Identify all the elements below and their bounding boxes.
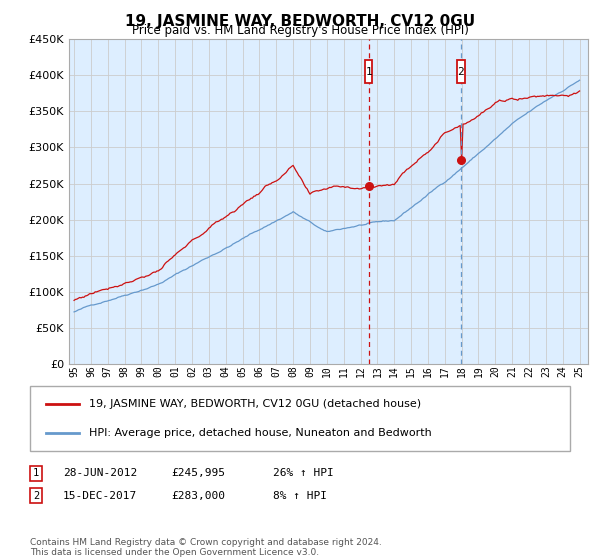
Text: 15-DEC-2017: 15-DEC-2017 (63, 491, 137, 501)
Text: Contains HM Land Registry data © Crown copyright and database right 2024.
This d: Contains HM Land Registry data © Crown c… (30, 538, 382, 557)
Text: 28-JUN-2012: 28-JUN-2012 (63, 468, 137, 478)
Text: 2: 2 (458, 67, 464, 77)
Text: 1: 1 (33, 468, 39, 478)
Text: 2: 2 (33, 491, 39, 501)
Text: £245,995: £245,995 (171, 468, 225, 478)
Text: HPI: Average price, detached house, Nuneaton and Bedworth: HPI: Average price, detached house, Nune… (89, 428, 432, 438)
Text: 19, JASMINE WAY, BEDWORTH, CV12 0GU (detached house): 19, JASMINE WAY, BEDWORTH, CV12 0GU (det… (89, 399, 422, 409)
Text: £283,000: £283,000 (171, 491, 225, 501)
FancyBboxPatch shape (457, 60, 464, 83)
Text: 1: 1 (365, 67, 372, 77)
Text: 8% ↑ HPI: 8% ↑ HPI (273, 491, 327, 501)
FancyBboxPatch shape (30, 386, 570, 451)
FancyBboxPatch shape (365, 60, 373, 83)
Text: Price paid vs. HM Land Registry's House Price Index (HPI): Price paid vs. HM Land Registry's House … (131, 24, 469, 36)
Text: 19, JASMINE WAY, BEDWORTH, CV12 0GU: 19, JASMINE WAY, BEDWORTH, CV12 0GU (125, 14, 475, 29)
Text: 26% ↑ HPI: 26% ↑ HPI (273, 468, 334, 478)
